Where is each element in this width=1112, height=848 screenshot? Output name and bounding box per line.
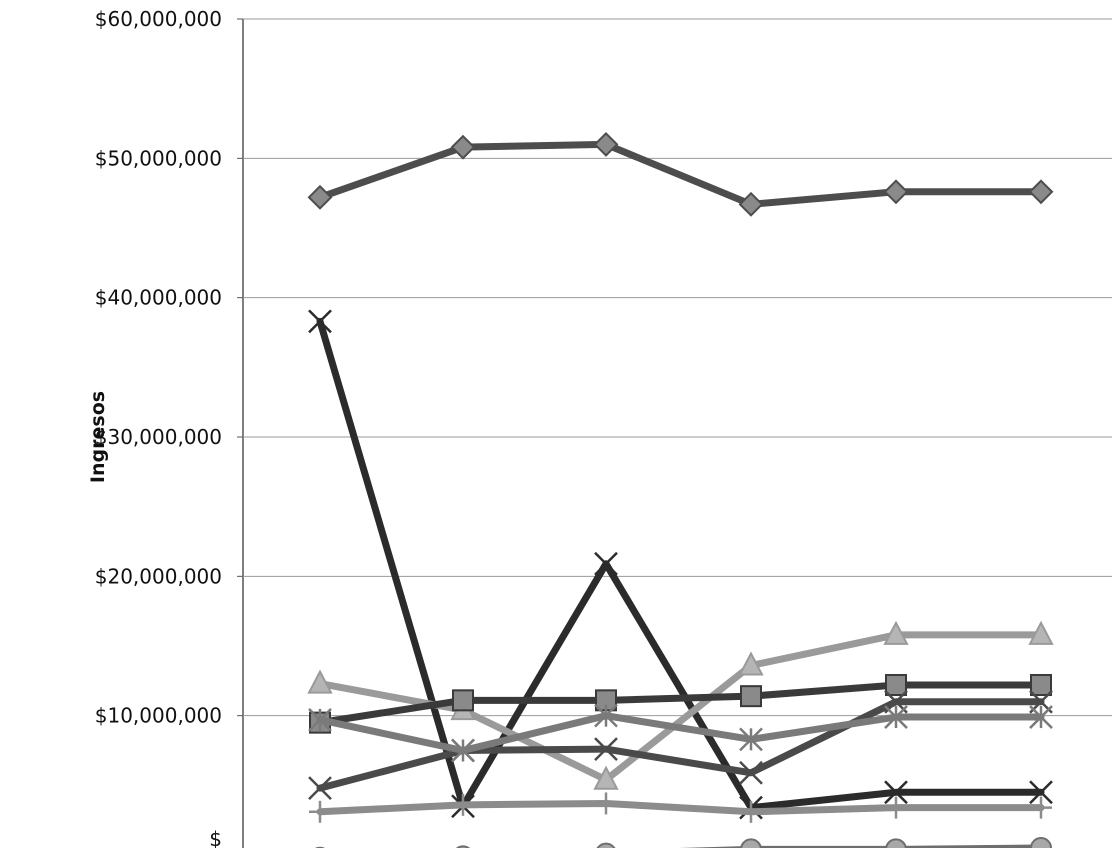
data-point [596,844,616,848]
data-point [886,675,906,695]
y-tick-label: $50,000,000 [95,146,222,170]
data-point [595,553,617,575]
y-tick-label: $ [209,827,222,848]
data-point [740,193,762,215]
series-lines [309,133,1052,848]
data-point [453,690,473,710]
y-tick-label: $40,000,000 [95,286,222,310]
series-line [320,321,1041,807]
data-point [1031,838,1051,848]
y-tick-label: $60,000,000 [95,7,222,31]
series-7 [309,792,1052,822]
series-line [320,144,1041,204]
data-point [741,839,761,848]
data-point [309,186,331,208]
series-6 [309,705,1052,762]
series-line [320,803,1041,811]
data-point [452,136,474,158]
data-point [885,181,907,203]
data-point [595,792,617,814]
y-tick-label: $30,000,000 [95,425,222,449]
y-tick-label: $20,000,000 [95,564,222,588]
y-tick-labels: $60,000,000 $50,000,000 $40,000,000 $30,000… [95,7,222,848]
series-1 [309,133,1052,215]
data-point [886,839,906,848]
data-point [1031,675,1051,695]
series-8 [310,838,1051,848]
data-point [741,686,761,706]
data-point [1030,181,1052,203]
data-point [595,133,617,155]
y-tick-label: $10,000,000 [95,704,222,728]
data-point [309,801,331,823]
